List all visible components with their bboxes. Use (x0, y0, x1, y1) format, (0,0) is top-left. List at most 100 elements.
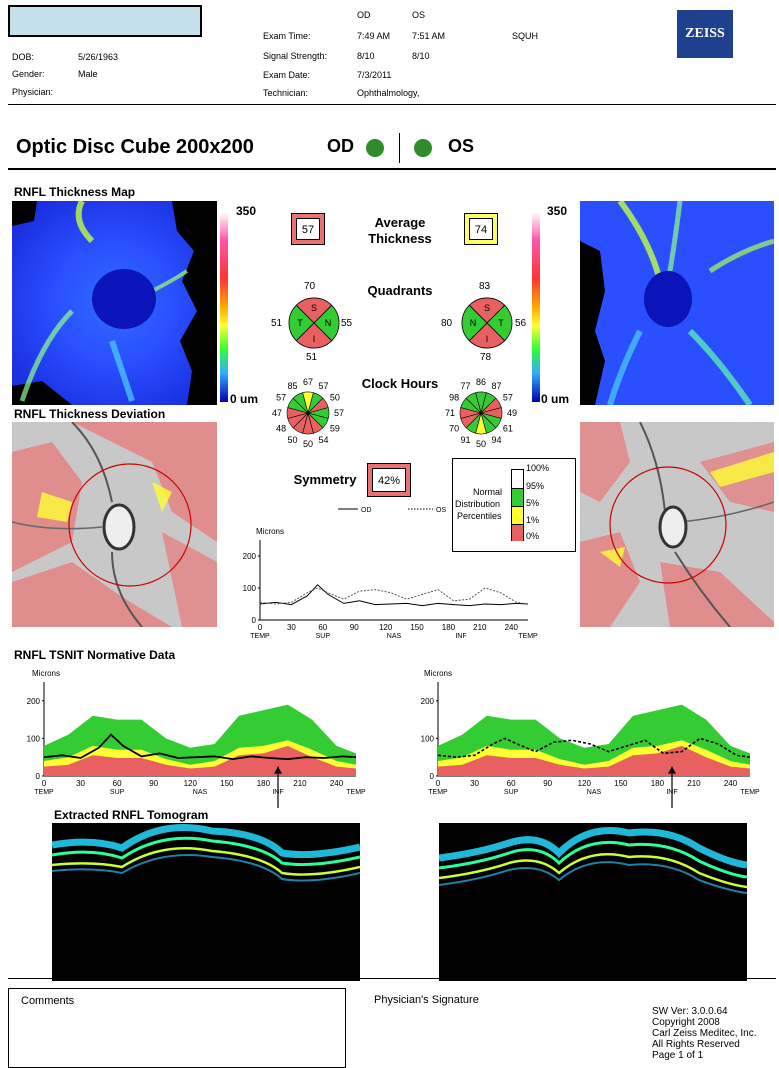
od-tomogram (52, 823, 360, 981)
os-quad-temporal-value: 56 (515, 318, 527, 329)
legend-95: 95% (526, 481, 545, 491)
os-xname-1: SUP (504, 789, 519, 796)
legend-red (512, 525, 523, 541)
od-quad-nasal (313, 304, 340, 342)
technician-label: Technician: (263, 88, 309, 98)
od-xtick-60: 60 (113, 779, 122, 788)
od-ytick-100: 100 (27, 734, 41, 743)
legend-white (512, 470, 523, 489)
od-clock-value-11: 85 (287, 381, 297, 391)
quadrants-label: Quadrants (367, 283, 433, 298)
page-number: Page 1 of 1 (652, 1050, 704, 1061)
os-xname-2: NAS (587, 789, 602, 796)
small-legend-os: OS (436, 507, 446, 514)
os-scale-max: 350 (547, 204, 568, 218)
page-title: Optic Disc Cube 200x200 (16, 136, 254, 158)
os-letter-t: T (498, 318, 504, 328)
od-clock-value-6: 50 (303, 439, 313, 449)
exam-date-value: 7/3/2011 (357, 70, 392, 80)
legend-100: 100% (526, 463, 550, 473)
os-quadrant-chart: S N T I (461, 297, 513, 349)
legend-5: 5% (526, 498, 540, 508)
os-eye-indicator (414, 139, 432, 157)
od-xname-2: NAS (193, 789, 208, 796)
title-divider (8, 168, 776, 170)
small-xtick-0: 0 (258, 623, 263, 632)
os-thickness-line (437, 737, 751, 759)
os-average-thickness-box: 74 (464, 213, 498, 245)
os-ytick-200: 200 (421, 697, 435, 706)
od-clock-value-8: 48 (276, 424, 286, 434)
small-xname-4: TEMP (518, 633, 538, 640)
title-od-label: OD (327, 136, 354, 156)
od-clock-value-4: 59 (330, 424, 340, 434)
od-clock-value-9: 47 (272, 408, 282, 418)
tomogram-title: Extracted RNFL Tomogram (54, 808, 209, 822)
os-quad-inferior-value: 78 (480, 352, 492, 363)
legend-swatch-stack (511, 469, 524, 541)
od-column-header: OD (357, 10, 371, 20)
od-xtick-240: 240 (330, 779, 344, 788)
legend-text-normal: Normal (473, 487, 503, 497)
small-xtick-180: 180 (442, 623, 456, 632)
small-xname-1: SUP (316, 633, 331, 640)
software-info: SW Ver: 3.0.0.64 Copyright 2008 Carl Zei… (652, 1006, 756, 1061)
os-xtick-210: 210 (687, 779, 701, 788)
deviation-title: RNFL Thickness Deviation (14, 407, 166, 421)
physician-label: Physician: (12, 87, 54, 97)
od-quad-temporal (288, 304, 315, 342)
os-xtick-30: 30 (470, 779, 479, 788)
zeiss-logo: ZEISS (677, 10, 733, 58)
od-os-separator (399, 133, 400, 163)
technician-value: Ophthalmology, (357, 88, 420, 98)
exam-date-label: Exam Date: (263, 70, 311, 80)
exam-time-os: 7:51 AM (412, 31, 446, 41)
small-xtick-30: 30 (287, 623, 296, 632)
small-series-os (259, 587, 529, 605)
symmetry-value: 42% (372, 468, 406, 492)
symmetry-box: 42% (367, 463, 411, 497)
legend-0: 0% (526, 531, 540, 541)
dob-label: DOB: (12, 52, 35, 62)
average-label: Average (374, 215, 426, 230)
comments-box: Comments (8, 988, 346, 1068)
title-os-label: OS (448, 136, 475, 156)
od-xtick-90: 90 (149, 779, 158, 788)
os-clock-value-11: 77 (460, 381, 470, 391)
os-letter-s: S (484, 303, 490, 313)
os-xtick-150: 150 (614, 779, 628, 788)
small-xtick-150: 150 (410, 623, 424, 632)
patient-name-box (8, 5, 202, 37)
os-clock-value-3: 49 (507, 408, 517, 418)
signal-strength-od: 8/10 (357, 51, 375, 61)
od-xname-0: TEMP (34, 789, 54, 796)
od-ytick-0: 0 (36, 772, 41, 781)
os-clock-value-10: 98 (449, 393, 459, 403)
od-quad-nasal-value: 55 (341, 318, 353, 329)
os-xtick-60: 60 (507, 779, 516, 788)
percentile-legend: 100% 95% 5% 1% 0% Normal Distribution Pe… (452, 458, 576, 552)
os-quad-nasal (461, 304, 488, 342)
od-clock-sector-11 (292, 392, 309, 415)
od-xtick-120: 120 (184, 779, 198, 788)
od-xtick-30: 30 (76, 779, 85, 788)
od-clock-value-12: 67 (303, 377, 313, 387)
os-xtick-120: 120 (578, 779, 592, 788)
od-clock-value-10: 57 (276, 393, 286, 403)
od-thickness-line (43, 733, 357, 761)
od-quad-inferior (295, 322, 333, 349)
os-ytick-0: 0 (430, 772, 435, 781)
os-clock-value-2: 57 (503, 393, 513, 403)
od-deviation-map (12, 422, 217, 627)
os-thickness-map (580, 201, 774, 405)
od-color-scale (220, 212, 228, 402)
od-scale-max: 350 (236, 204, 257, 218)
clock-hours-label: Clock Hours (361, 376, 439, 391)
small-xtick-210: 210 (473, 623, 487, 632)
od-quad-superior-value: 70 (304, 281, 316, 292)
os-clock-value-1: 87 (491, 381, 501, 391)
os-xname-0: TEMP (428, 789, 448, 796)
od-clock-value-1: 57 (318, 381, 328, 391)
